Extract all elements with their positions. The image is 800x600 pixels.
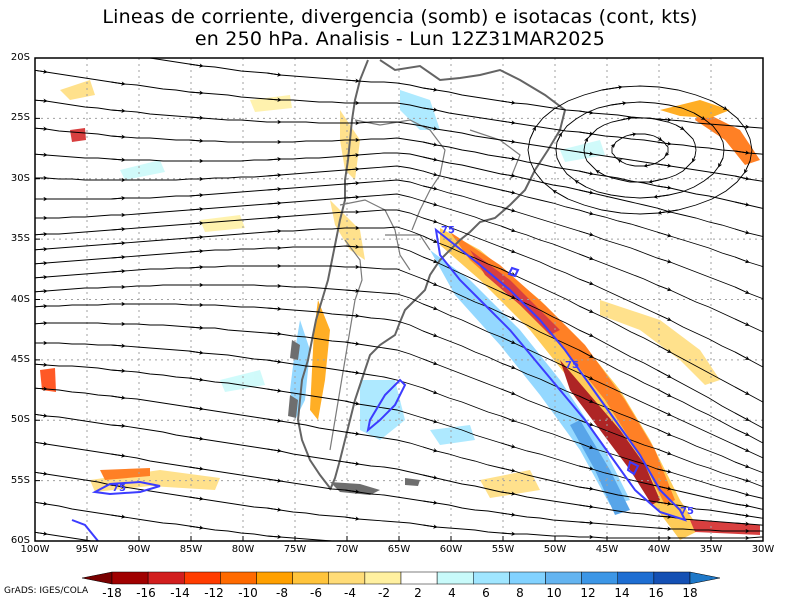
coastline bbox=[296, 59, 567, 491]
streamlines bbox=[35, 58, 763, 541]
colorbar-swatch bbox=[581, 571, 618, 585]
grads-credit: GrADS: IGES/COLA bbox=[4, 586, 89, 596]
colorbar-label: 16 bbox=[648, 586, 664, 600]
colorbar-left-arrow bbox=[81, 571, 113, 585]
colorbar-label: -10 bbox=[238, 586, 258, 600]
colorbar-swatch bbox=[400, 571, 438, 585]
colorbar-swatch bbox=[473, 571, 510, 585]
lon-label: 30W bbox=[751, 544, 775, 555]
colorbar-right-arrow bbox=[689, 571, 721, 585]
colorbar-swatch bbox=[220, 571, 257, 585]
colorbar-label: -2 bbox=[378, 586, 390, 600]
colorbar-swatch bbox=[147, 571, 185, 585]
islands bbox=[288, 340, 420, 495]
lon-label: 85W bbox=[179, 544, 203, 555]
lon-label: 75W bbox=[283, 544, 307, 555]
colorbar-label: 4 bbox=[448, 586, 456, 600]
lat-label: 60S bbox=[10, 535, 30, 546]
lon-label: 100W bbox=[20, 544, 50, 555]
colorbar-label: 12 bbox=[580, 586, 596, 600]
colorbar-label: 18 bbox=[682, 586, 698, 600]
lat-label: 55S bbox=[10, 474, 30, 486]
colorbar-label: 14 bbox=[614, 586, 630, 600]
map-title-line-2: en 250 hPa. Analisis - Lun 12Z31MAR2025 bbox=[194, 28, 606, 50]
colorbar-swatch bbox=[617, 571, 655, 585]
colorbar-label: 10 bbox=[546, 586, 562, 600]
colorbar-label: -6 bbox=[310, 586, 322, 600]
lon-label: 80W bbox=[231, 544, 255, 555]
isotach-label: 75 bbox=[112, 483, 126, 494]
lon-label: 35W bbox=[699, 544, 723, 555]
lon-label: 90W bbox=[127, 544, 151, 555]
colorbar-label: -16 bbox=[136, 586, 156, 600]
lon-label: 95W bbox=[75, 544, 99, 555]
country-borders bbox=[329, 119, 521, 451]
lon-label: 65W bbox=[387, 544, 411, 555]
colorbar-swatch bbox=[653, 571, 691, 585]
colorbar-swatch bbox=[509, 571, 546, 585]
lat-label: 45S bbox=[10, 353, 30, 365]
lon-label: 55W bbox=[491, 544, 515, 555]
map-title-line-1: Lineas de corriente, divergencia (somb) … bbox=[102, 6, 698, 28]
colorbar-label: -8 bbox=[276, 586, 288, 600]
lon-label: 45W bbox=[595, 544, 619, 555]
colorbar-swatch bbox=[436, 571, 474, 585]
colorbar-label: -12 bbox=[204, 586, 224, 600]
lat-label: 30S bbox=[10, 172, 30, 184]
colorbar-swatch bbox=[256, 571, 293, 585]
colorbar-swatch bbox=[111, 571, 149, 585]
lon-label: 60W bbox=[439, 544, 463, 555]
colorbar-label: 6 bbox=[482, 586, 490, 600]
colorbar-swatch bbox=[364, 571, 402, 585]
lon-label: 50W bbox=[543, 544, 567, 555]
lat-label: 40S bbox=[10, 293, 30, 305]
lon-label: 70W bbox=[335, 544, 359, 555]
lat-label: 35S bbox=[10, 233, 30, 245]
colorbar-label: 2 bbox=[414, 586, 422, 600]
lat-label: 20S bbox=[10, 52, 30, 63]
colorbar-swatch bbox=[184, 571, 221, 585]
isotach-label: 75 bbox=[441, 225, 455, 236]
colorbar-swatch bbox=[328, 571, 366, 585]
colorbar-label: 8 bbox=[516, 586, 524, 600]
lon-label: 40W bbox=[647, 544, 671, 555]
colorbar-swatch bbox=[292, 571, 329, 585]
isotach-contours bbox=[71, 227, 687, 541]
isotach-label: 75 bbox=[565, 360, 579, 371]
lat-label: 25S bbox=[10, 112, 30, 124]
colorbar-label: -18 bbox=[102, 586, 122, 600]
colorbar-swatch bbox=[545, 571, 582, 585]
isotach-label: 75 bbox=[680, 506, 694, 517]
colorbar-label: -14 bbox=[170, 586, 190, 600]
colorbar bbox=[81, 571, 721, 585]
lat-label: 50S bbox=[10, 414, 30, 426]
colorbar-label: -4 bbox=[344, 586, 356, 600]
